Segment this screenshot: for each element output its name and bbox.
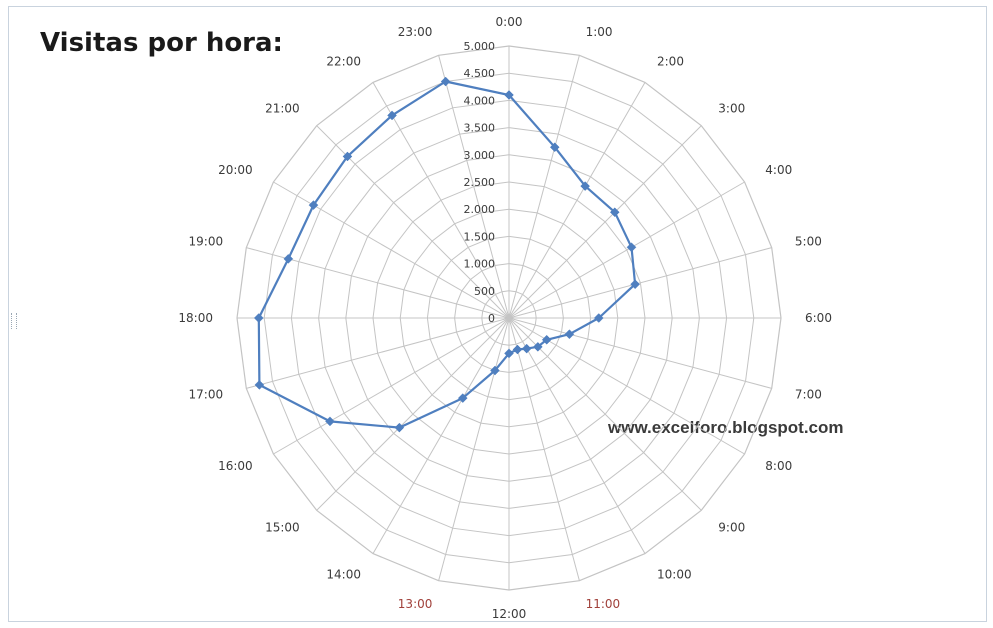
grid-spoke [273, 317, 510, 455]
radial-tick-label: 3.500 [464, 122, 496, 135]
grid-spoke [508, 317, 702, 511]
grid-spoke [508, 55, 580, 319]
radial-tick-label: 4.000 [464, 94, 496, 107]
grid-spoke [508, 247, 772, 319]
radial-tick-label: 1.000 [464, 258, 496, 271]
category-label: 6:00 [805, 311, 832, 325]
radar-grid [236, 45, 782, 591]
data-point-marker [521, 343, 532, 354]
data-point-marker [440, 76, 451, 87]
data-point-marker [504, 90, 514, 100]
data-point-marker [325, 416, 335, 427]
radial-tick-label: 500 [474, 285, 495, 298]
series-line [257, 80, 637, 429]
category-label: 12:00 [492, 607, 527, 621]
category-label: 15:00 [265, 520, 300, 534]
data-point-marker [253, 313, 264, 323]
grid-spoke [508, 125, 702, 319]
radial-tick-label: 2.000 [464, 203, 496, 216]
data-point-marker [342, 151, 353, 162]
category-label: 17:00 [189, 388, 224, 402]
data-point-marker [630, 279, 640, 290]
category-label: 7:00 [795, 388, 822, 402]
data-point-marker [283, 254, 294, 264]
data-point-marker [541, 334, 552, 345]
grid-spoke [508, 317, 772, 389]
grid-spoke [316, 317, 510, 511]
grid-spoke [508, 181, 745, 319]
category-label: 13:00 [398, 597, 433, 611]
data-point-marker [457, 393, 468, 403]
category-label: 1:00 [586, 25, 613, 39]
category-labels: 0:00 1:00 2:00 3:00 4:00 5:00 6:00 7:00 8:00 9:00… [178, 15, 832, 621]
grid-spoke [246, 317, 510, 389]
chart-frame [8, 6, 987, 622]
data-point-marker [387, 110, 397, 121]
radial-tick-labels: 0 500 1.000 1.500 2.000 2.500 3.000 3.500 4.000 4… [464, 40, 496, 325]
data-point-marker [308, 200, 319, 210]
data-point-marker [549, 142, 560, 153]
data-point-marker [504, 348, 514, 359]
category-label: 0:00 [496, 15, 523, 29]
data-point-marker [532, 341, 543, 352]
radial-tick-label: 0 [488, 312, 495, 325]
category-label: 9:00 [718, 520, 745, 534]
grid-spoke [438, 55, 510, 319]
category-label: 10:00 [657, 567, 692, 581]
category-label: 11:00 [586, 597, 621, 611]
data-point-marker [564, 329, 575, 340]
radial-tick-label: 2.500 [464, 176, 496, 189]
radial-tick-label: 5.000 [464, 40, 496, 53]
category-label: 22:00 [326, 55, 361, 69]
data-point-marker [580, 181, 591, 191]
category-label: 23:00 [398, 25, 433, 39]
data-point-marker [490, 365, 500, 376]
category-label: 3:00 [718, 102, 745, 116]
category-label: 2:00 [657, 55, 684, 69]
series-visitas [253, 76, 640, 433]
category-label: 21:00 [265, 102, 300, 116]
grid-spoke [508, 82, 646, 319]
grid-spoke [508, 317, 646, 554]
chart-title: Visitas por hora: [40, 28, 283, 58]
category-label: 16:00 [218, 459, 253, 473]
data-point-marker [254, 380, 265, 390]
radial-tick-label: 3.000 [464, 149, 496, 162]
grid-spoke [372, 82, 510, 319]
grid-spoke [508, 317, 580, 581]
radial-tick-label: 4.500 [464, 67, 496, 80]
data-point-marker [593, 313, 604, 323]
data-point-marker [626, 242, 637, 253]
category-label: 20:00 [218, 163, 253, 177]
data-point-marker [394, 422, 405, 433]
category-label: 4:00 [765, 163, 792, 177]
radial-tick-label: 1.500 [464, 230, 496, 243]
category-label: 19:00 [189, 234, 224, 248]
grid-spoke [372, 317, 510, 554]
data-point-marker [512, 344, 523, 355]
category-label: 5:00 [795, 234, 822, 248]
data-point-marker [609, 207, 620, 218]
category-label: 18:00 [178, 311, 213, 325]
category-label: 8:00 [765, 459, 792, 473]
category-label: 14:00 [326, 567, 361, 581]
grid-spoke [438, 317, 510, 581]
resize-grip-icon[interactable] [11, 313, 17, 329]
